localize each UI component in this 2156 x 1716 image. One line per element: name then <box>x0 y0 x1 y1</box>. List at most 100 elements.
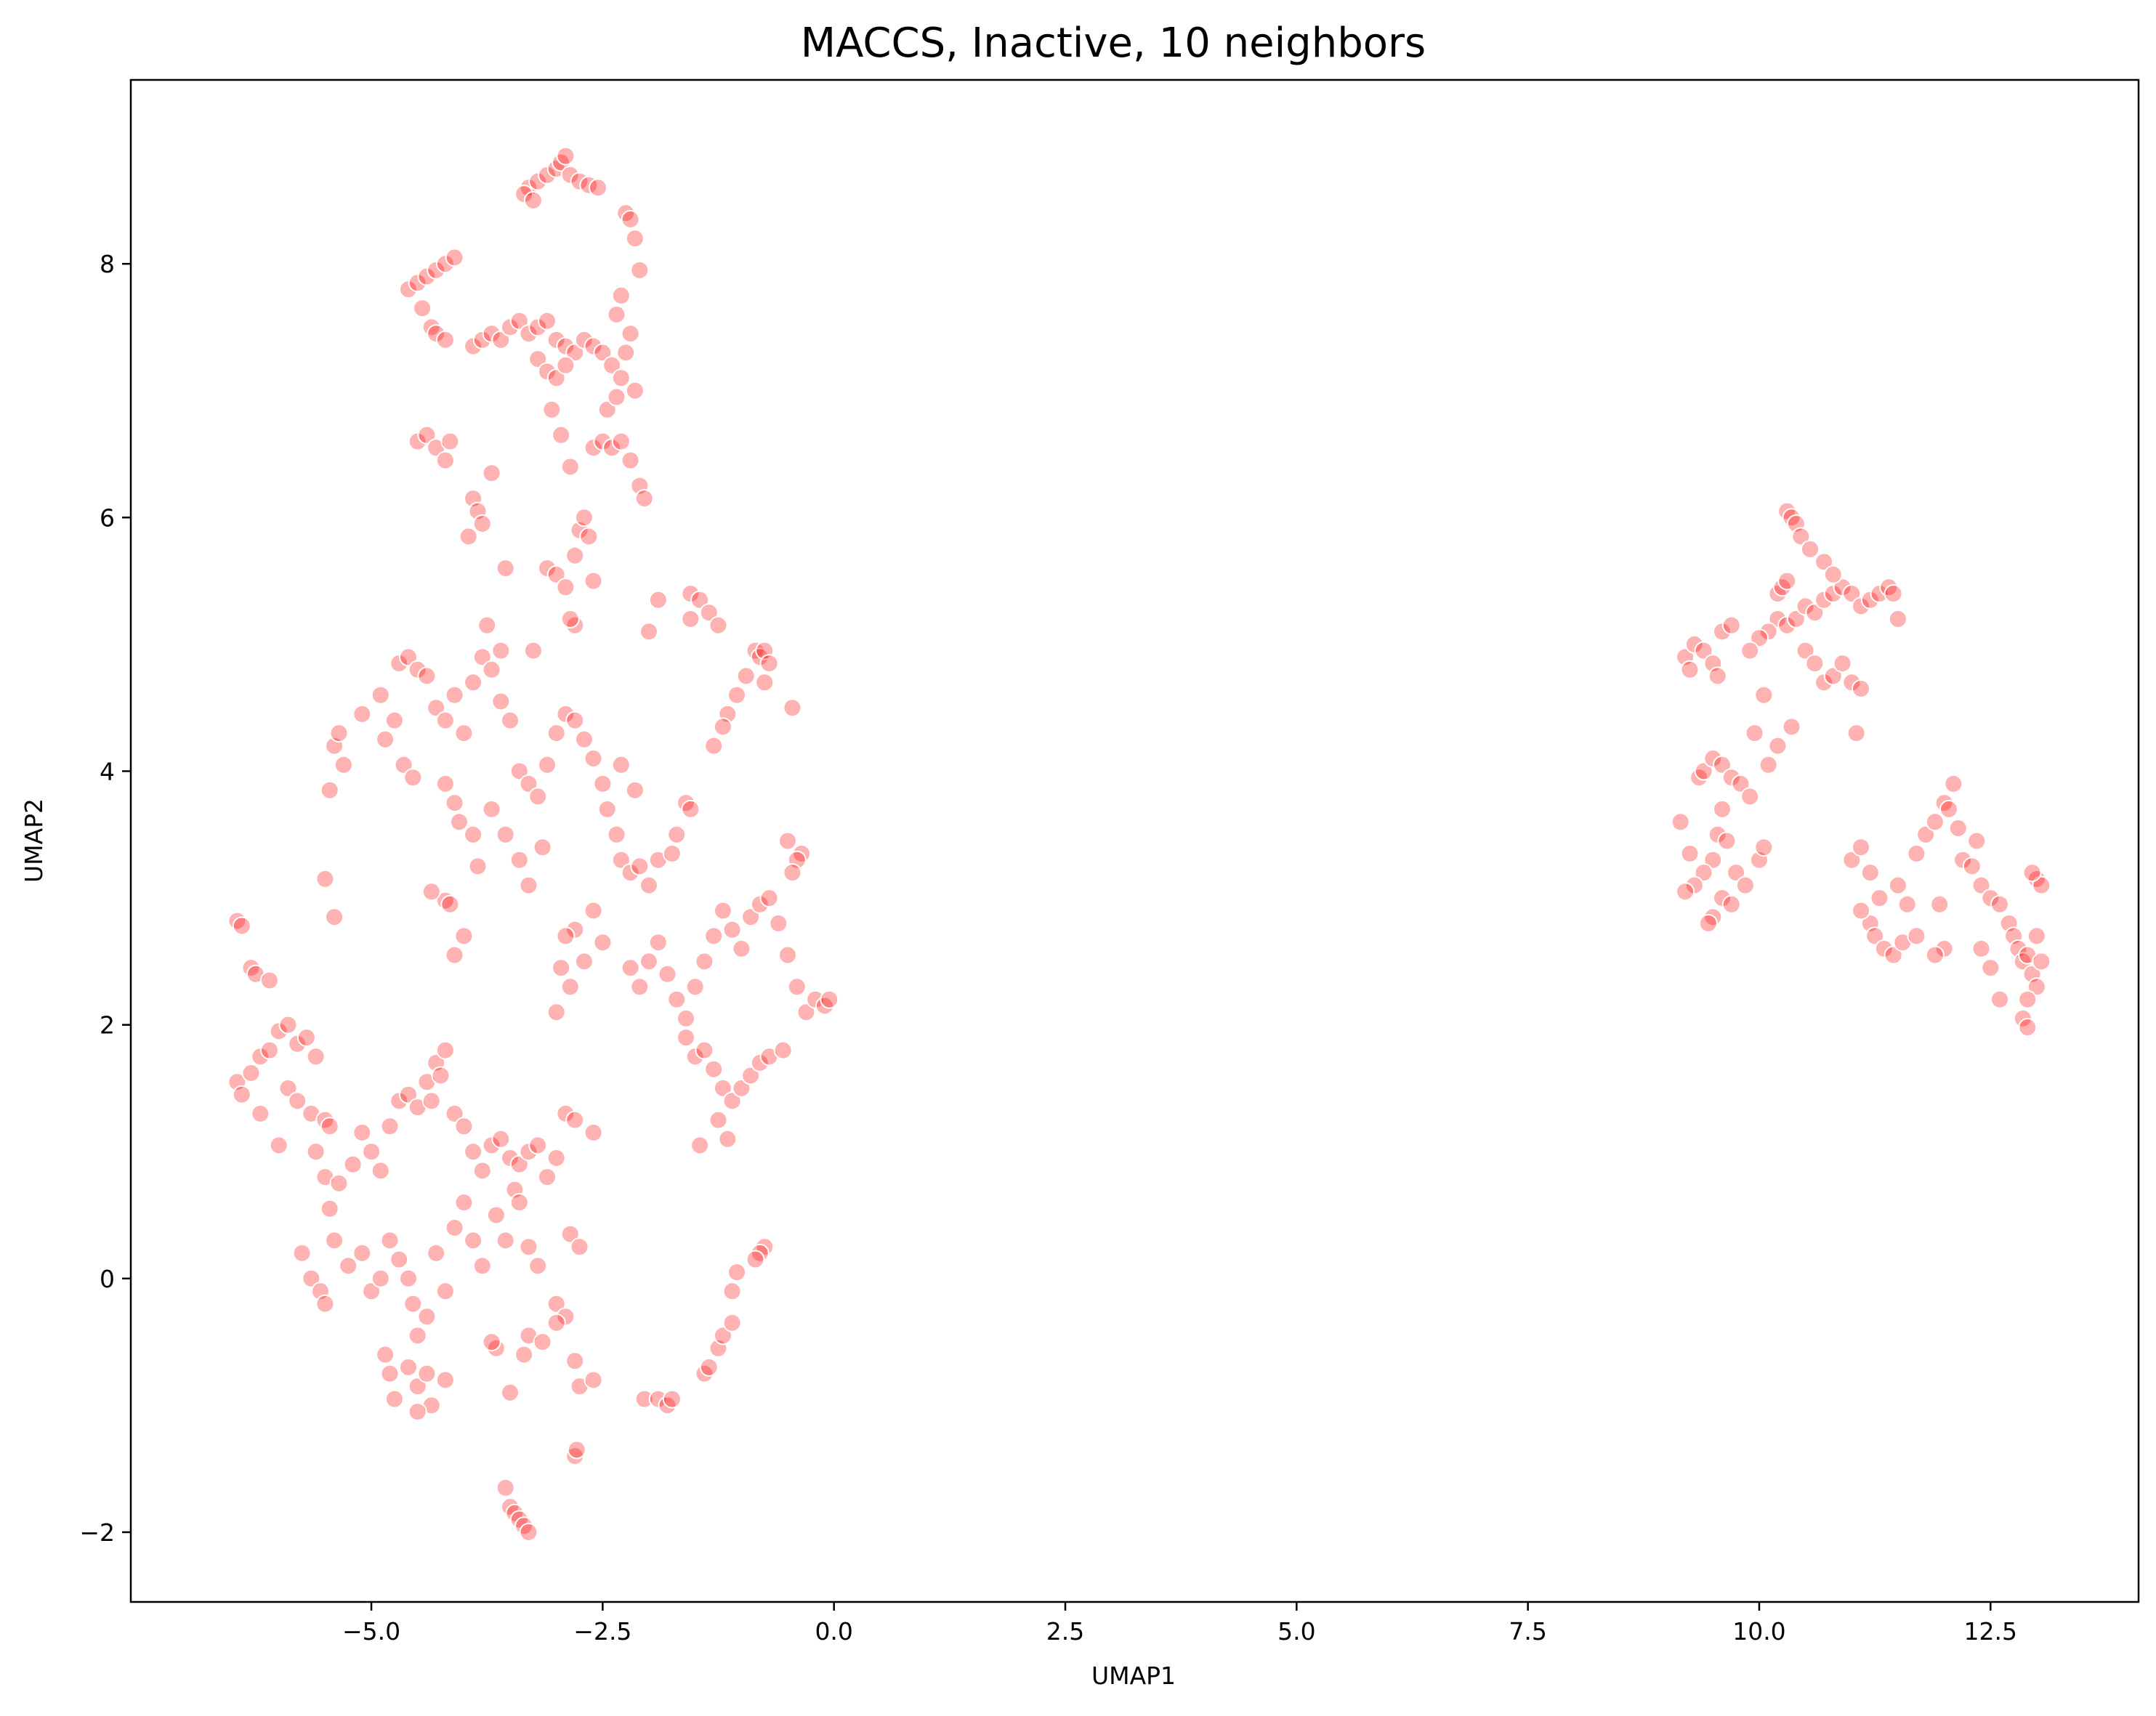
x-tick-label: 12.5 <box>1964 1617 2017 1646</box>
scatter-point <box>320 780 339 800</box>
scatter-point <box>565 546 585 565</box>
scatter-point <box>546 1003 566 1022</box>
scatter-point <box>704 1059 724 1079</box>
scatter-point <box>1727 863 1746 883</box>
scatter-point <box>241 1064 261 1082</box>
scatter-point <box>722 1091 742 1111</box>
scatter-point <box>639 952 658 971</box>
scatter-point <box>435 1040 455 1060</box>
scatter-point <box>251 1104 270 1123</box>
scatter-point <box>2027 977 2046 997</box>
scatter-point <box>1805 603 1825 623</box>
scatter-point <box>325 1231 344 1250</box>
scatter-point <box>699 1358 719 1377</box>
scatter-point <box>1796 641 1815 660</box>
x-tick-label: −5.0 <box>342 1617 400 1646</box>
scatter-point <box>607 387 626 407</box>
scatter-point <box>482 1332 501 1352</box>
scatter-point <box>2013 1008 2032 1028</box>
scatter-point <box>1694 641 1713 660</box>
scatter-point <box>2032 952 2051 971</box>
y-axis: −2 0 2 4 6 8 <box>79 250 131 1547</box>
scatter-point <box>1777 571 1797 591</box>
scatter-point <box>435 330 455 349</box>
scatter-point <box>741 1066 761 1085</box>
scatter-point <box>399 280 418 299</box>
scatter-point <box>482 324 501 344</box>
scatter-point <box>593 774 613 793</box>
scatter-point <box>1967 831 1987 851</box>
scatter-point <box>639 875 658 895</box>
scatter-point <box>593 432 613 451</box>
scatter-point <box>1870 889 1889 908</box>
scatter-point <box>579 527 599 546</box>
scatter-point <box>552 958 571 978</box>
scatter-point <box>482 660 501 679</box>
scatter-point <box>399 1268 418 1288</box>
scatter-point <box>472 647 492 667</box>
scatter-point <box>1884 945 1903 965</box>
scatter-point <box>621 863 640 883</box>
scatter-point <box>501 317 520 337</box>
scatter-point <box>454 724 474 743</box>
scatter-point <box>399 1358 418 1377</box>
scatter-point <box>565 1351 585 1371</box>
scatter-point <box>546 724 566 743</box>
scatter-point <box>1934 939 1954 958</box>
scatter-point <box>306 1142 326 1162</box>
scatter-point <box>417 1364 437 1383</box>
scatter-point <box>509 1154 529 1174</box>
scatter-point <box>334 755 353 774</box>
scatter-point <box>472 1256 492 1276</box>
scatter-point <box>1777 615 1797 635</box>
scatter-point <box>662 1389 682 1409</box>
scatter-point <box>486 1205 506 1225</box>
scatter-point <box>625 229 645 248</box>
scatter-point <box>1745 724 1764 743</box>
scatter-point <box>1721 894 1741 914</box>
scatter-point <box>560 165 580 185</box>
scatter-point <box>417 425 437 445</box>
scatter-point <box>662 844 682 863</box>
scatter-point <box>625 780 645 800</box>
scatter-point <box>736 666 756 686</box>
scatter-point <box>260 1040 279 1060</box>
scatter-point <box>616 343 636 363</box>
scatter-point <box>403 1294 423 1314</box>
scatter-point <box>1698 914 1718 933</box>
scatter-point <box>1671 812 1690 832</box>
scatter-point <box>329 1173 349 1193</box>
scatter-point <box>567 1440 586 1460</box>
y-tick-label: 2 <box>100 1011 115 1040</box>
scatter-point <box>1971 939 1991 958</box>
scatter-point <box>630 857 650 876</box>
scatter-point <box>658 964 677 984</box>
scatter-point <box>1948 819 1968 838</box>
scatter-point <box>630 260 650 280</box>
scatter-point <box>408 1402 427 1422</box>
scatter-point <box>722 1282 742 1301</box>
scatter-point <box>509 1193 529 1213</box>
x-tick-label: −2.5 <box>573 1617 631 1646</box>
scatter-point <box>435 254 455 274</box>
scatter-point <box>648 933 668 952</box>
scatter-point <box>519 875 538 895</box>
scatter-point <box>1759 622 1778 642</box>
scatter-point <box>681 799 701 819</box>
scatter-point <box>750 1053 770 1072</box>
scatter-point <box>519 324 538 344</box>
scatter-point <box>417 267 437 286</box>
scatter-point <box>1884 584 1903 604</box>
scatter-point <box>1842 584 1862 604</box>
scatter-point <box>533 1332 552 1352</box>
scatter-point <box>1713 799 1732 819</box>
scatter-point <box>1740 787 1760 806</box>
scatter-point <box>621 450 640 470</box>
scatter-point <box>1684 634 1704 654</box>
scatter-point <box>727 1263 746 1282</box>
scatter-point <box>269 1136 288 1155</box>
scatter-point <box>796 1003 816 1022</box>
scatter-point <box>435 450 455 470</box>
scatter-point <box>464 825 483 844</box>
